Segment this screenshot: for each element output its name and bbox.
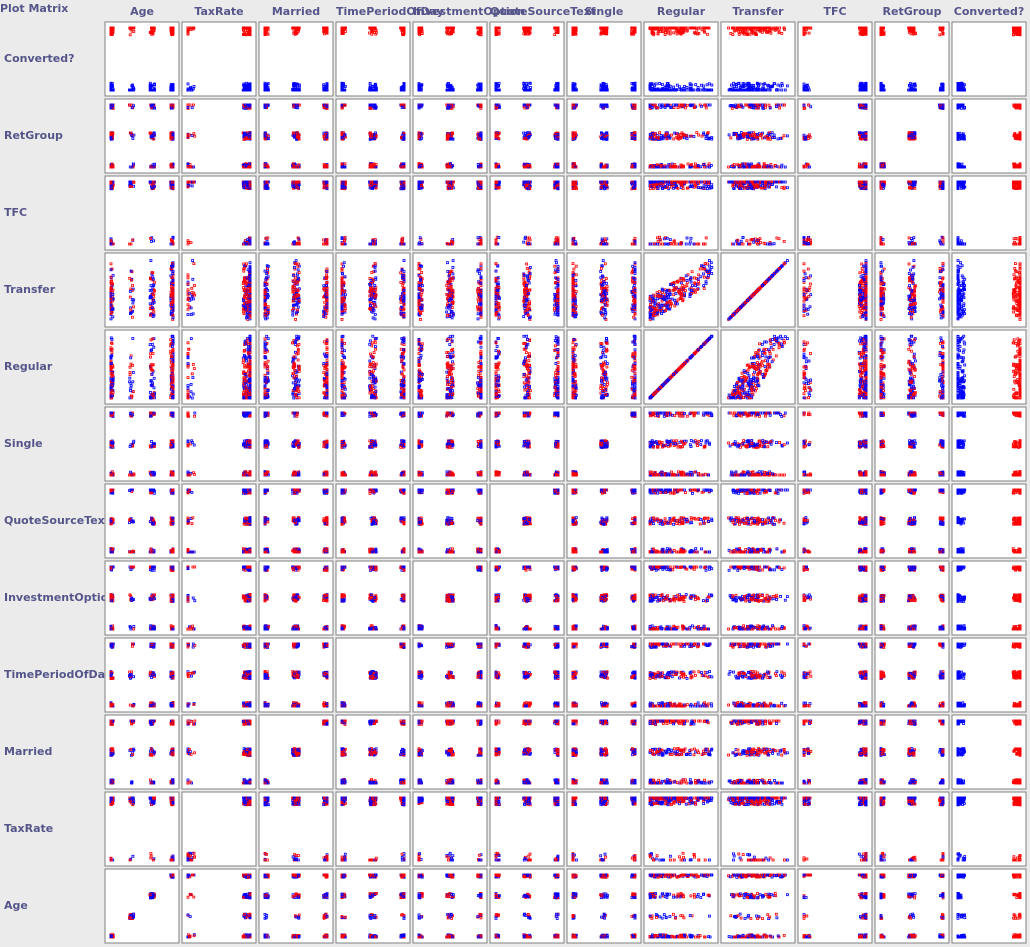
cell-converted-vs-taxrate bbox=[182, 22, 256, 96]
cell-converted-vs-age bbox=[105, 22, 179, 96]
cell-converted-vs-investmentoption bbox=[413, 22, 487, 96]
cell-converted-vs-married bbox=[259, 22, 333, 96]
cell-converted-vs-quotesourcetext bbox=[490, 22, 564, 96]
cell-converted-vs-single bbox=[567, 22, 641, 96]
cell-converted-vs-timeperiodofday bbox=[336, 22, 410, 96]
cell-converted-vs-transfer bbox=[721, 22, 795, 96]
cell-frame bbox=[105, 22, 179, 96]
cell-converted-vs-regular bbox=[644, 22, 718, 96]
